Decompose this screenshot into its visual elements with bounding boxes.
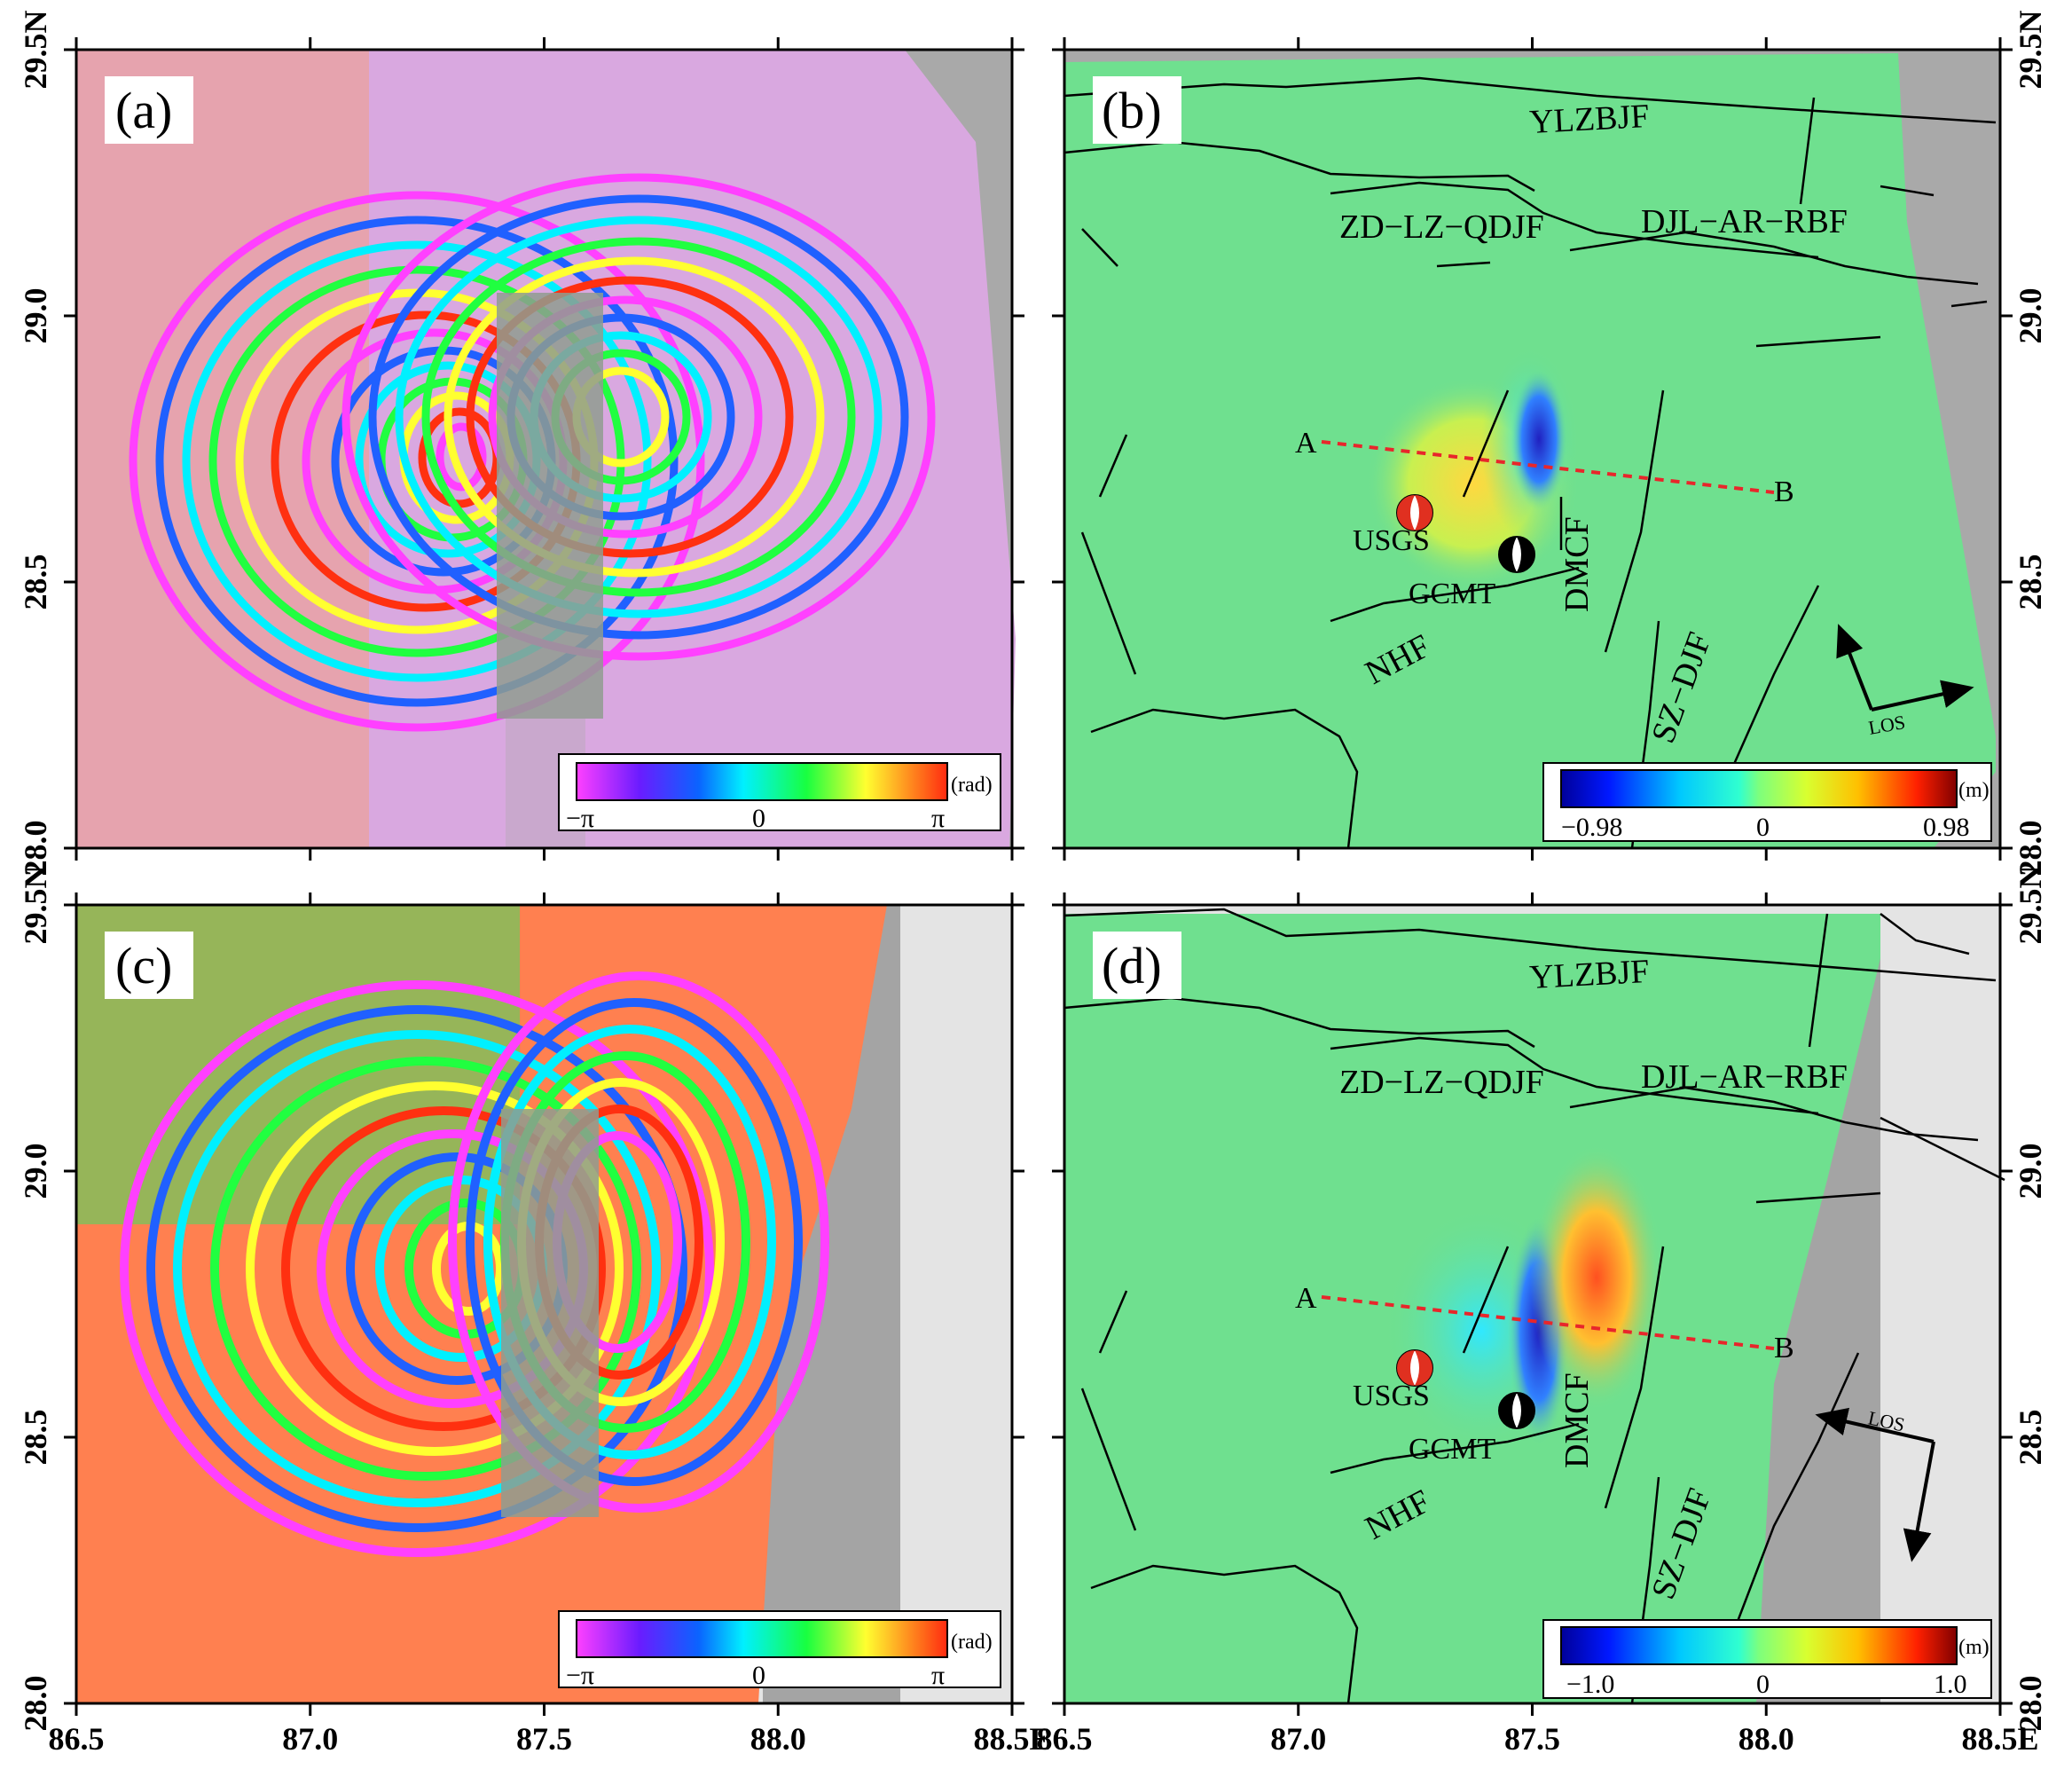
y-tick-label-right: 28.0	[2013, 1676, 2048, 1732]
panel-d-label-box	[1093, 932, 1181, 999]
panel-b-colorbar-ramp	[1560, 769, 1958, 808]
x-tick-label: 86.5	[1037, 1721, 1093, 1757]
panel-b: A B USGS GCMT YLZBJF ZD−LZ−QDJF DJL−AR−R…	[1063, 48, 2002, 850]
panel-a-colorbar-ramp	[576, 762, 948, 801]
panel-b-beachball-usgs	[1396, 494, 1433, 531]
y-tick-label-right: 29.5N	[2013, 866, 2048, 945]
panel-b-colorbar-min: −0.98	[1561, 813, 1622, 842]
panel-c-colorbar: (rad) −π 0 π	[558, 1610, 1001, 1690]
panel-a: (a) (rad) −π 0 π	[75, 48, 1016, 850]
x-tick-label: 87.5	[516, 1721, 572, 1757]
panel-d-colorbar-unit: (m)	[1958, 1636, 1990, 1659]
panel-b-beachball-usgs-label: USGS	[1353, 524, 1430, 557]
panel-c-label: (c)	[115, 937, 172, 995]
panel-a-label: (a)	[115, 82, 172, 139]
panel-d-los-indicator	[1815, 1407, 1935, 1562]
panel-a-colorbar-mid: 0	[752, 804, 765, 833]
y-tick-label-right: 28.5	[2013, 1410, 2048, 1466]
panel-d-beachball-gcmt-label: GCMT	[1409, 1433, 1495, 1466]
panel-c-label-box	[105, 932, 193, 999]
panel-d: A B USGS GCMT YLZBJF ZD−LZ−QDJF DJL−AR−R…	[1063, 903, 2005, 1705]
panel-b-label: (b)	[1102, 82, 1162, 139]
panel-b-profile-line	[1321, 440, 1775, 494]
y-tick-label-right: 28.5	[2013, 554, 2048, 610]
y-tick-label-right: 29.5N	[2013, 11, 2048, 90]
panel-c-fringes	[120, 971, 829, 1557]
y-tick-label: 28.0	[18, 821, 53, 877]
panel-b-fault-label-3: DJL−AR−RBF	[1641, 203, 1848, 240]
panel-b-fault-label-2: ZD−LZ−QDJF	[1339, 208, 1544, 246]
panel-c-colorbar-unit: (rad)	[951, 1631, 993, 1654]
panel-a-background-tint	[76, 50, 369, 848]
panel-c-colorbar-min: −π	[566, 1661, 594, 1690]
panel-d-colorbar-ramp	[1560, 1626, 1958, 1665]
panel-d-colorbar-max: 1.0	[1934, 1670, 1967, 1699]
panel-c-colorbar-max: π	[931, 1661, 945, 1690]
panel-a-colorbar: (rad) −π 0 π	[558, 753, 1001, 833]
x-tick-label: 88.0	[750, 1721, 806, 1757]
panel-d-colorbar: (m) −1.0 0 1.0	[1542, 1619, 1992, 1699]
panel-a-colorbar-unit: (rad)	[951, 774, 993, 797]
y-tick-label: 29.0	[18, 288, 53, 344]
panel-b-profile-end: B	[1774, 476, 1794, 508]
x-tick-label: 88.5E	[973, 1721, 1050, 1757]
panel-b-beachball-gcmt-label: GCMT	[1409, 578, 1495, 610]
panel-b-colorbar-mid: 0	[1756, 813, 1770, 842]
panel-d-colorbar-mid: 0	[1756, 1670, 1770, 1699]
panel-d-colorbar-min: −1.0	[1566, 1670, 1614, 1699]
panel-b-fault-label-1: YLZBJF	[1528, 98, 1650, 141]
panel-b-subsidence-lobe	[1511, 368, 1567, 510]
panel-b-los-indicator	[1836, 624, 1974, 712]
panel-d-beachball-usgs-label: USGS	[1353, 1380, 1430, 1412]
panel-d-fault-label-4: DMCF	[1558, 1372, 1596, 1468]
y-tick-label: 29.5N	[18, 866, 53, 945]
x-tick-label: 88.5E	[1961, 1721, 2038, 1757]
y-tick-label: 28.0	[18, 1676, 53, 1732]
y-tick-label-right: 28.0	[2013, 821, 2048, 877]
panel-b-label-box	[1093, 76, 1181, 144]
panel-d-beachball-gcmt	[1498, 1392, 1535, 1429]
panel-a-colorbar-min: −π	[566, 804, 594, 833]
panel-a-colorbar-max: π	[931, 804, 945, 833]
x-tick-label: 87.0	[1270, 1721, 1326, 1757]
panel-b-colorbar-unit: (m)	[1958, 779, 1990, 802]
y-tick-label: 29.0	[18, 1144, 53, 1199]
panel-d-profile-line	[1321, 1295, 1775, 1350]
x-tick-label: 87.5	[1504, 1721, 1560, 1757]
panel-d-uplift-lobe	[1530, 1144, 1663, 1411]
panel-b-fault-label-4: DMCF	[1558, 516, 1596, 612]
x-tick-label: 87.0	[282, 1721, 338, 1757]
panel-c: (c) (rad) −π 0 π	[75, 903, 1014, 1705]
y-tick-label: 29.5N	[18, 11, 53, 90]
panel-d-fault-label-1: YLZBJF	[1528, 953, 1650, 996]
y-tick-label: 28.5	[18, 1410, 53, 1466]
panel-b-profile-start: A	[1295, 427, 1317, 460]
panel-d-beachball-usgs	[1396, 1349, 1433, 1387]
panel-a-fringes	[129, 173, 936, 848]
y-tick-label: 28.5	[18, 554, 53, 610]
panel-a-label-box	[105, 76, 193, 144]
panel-b-colorbar-max: 0.98	[1923, 813, 1970, 842]
panel-b-beachball-gcmt	[1498, 536, 1535, 573]
panel-d-profile-end: B	[1774, 1332, 1794, 1364]
x-tick-label: 86.5	[49, 1721, 105, 1757]
panel-b-colorbar: (m) −0.98 0 0.98	[1542, 762, 1992, 842]
panel-c-colorbar-mid: 0	[752, 1661, 765, 1690]
panel-d-label: (d)	[1102, 937, 1162, 995]
panel-d-fault-label-2: ZD−LZ−QDJF	[1339, 1064, 1544, 1101]
x-tick-label: 88.0	[1738, 1721, 1794, 1757]
y-tick-label-right: 29.0	[2013, 1144, 2048, 1199]
y-tick-label-right: 29.0	[2013, 288, 2048, 344]
panel-c-colorbar-ramp	[576, 1619, 948, 1658]
panel-d-profile-start: A	[1295, 1282, 1317, 1315]
panel-d-fault-label-3: DJL−AR−RBF	[1641, 1058, 1848, 1096]
